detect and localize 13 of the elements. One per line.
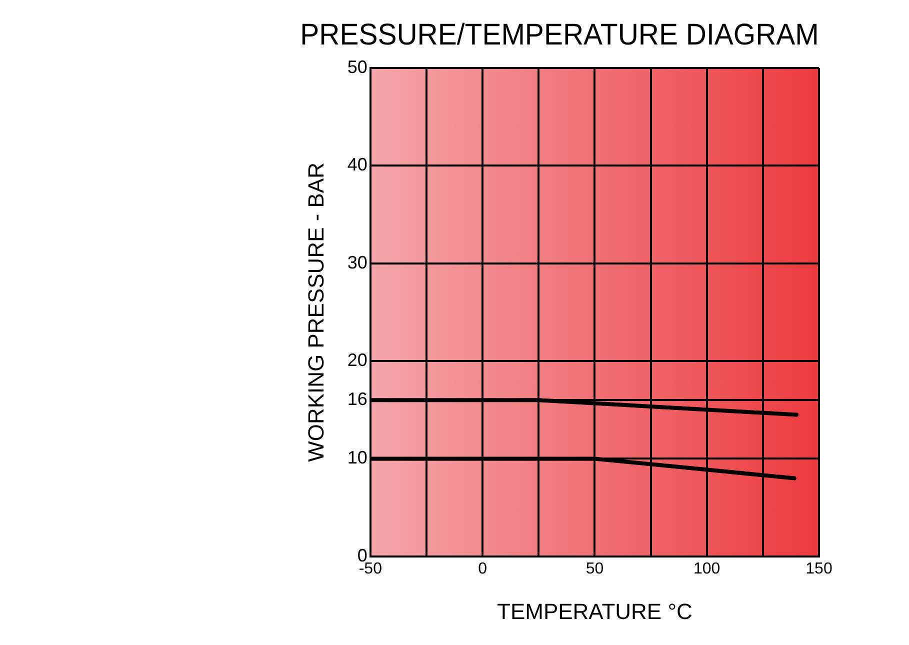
y-tick-label: 30 [347, 252, 368, 272]
x-tick-label: 150 [806, 560, 832, 578]
x-axis-title: TEMPERATURE °C [497, 598, 693, 624]
y-tick-label: 50 [347, 56, 368, 77]
y-tick-label: 16 [347, 389, 368, 410]
x-tick-label: 50 [586, 560, 604, 578]
x-tick-label: 100 [694, 560, 720, 578]
chart-title: PRESSURE/TEMPERATURE DIAGRAM [300, 18, 819, 52]
y-tick-label: 40 [347, 154, 368, 175]
y-axis-title: WORKING PRESSURE - BAR [303, 162, 328, 462]
y-tick-label: 20 [347, 350, 368, 370]
y-tick-label: 10 [347, 448, 368, 468]
x-tick-label: 0 [478, 560, 488, 578]
